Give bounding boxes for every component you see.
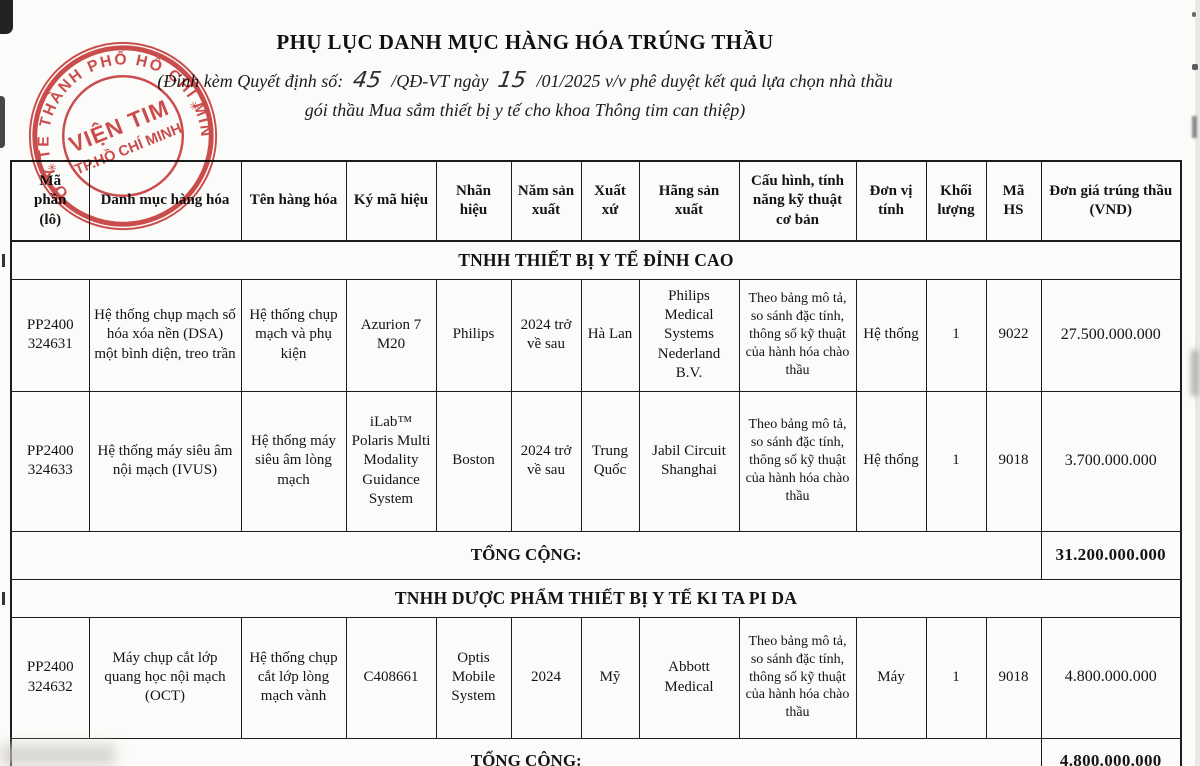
column-header-unit: Đơn vị tính (855, 160, 927, 242)
total-value: 31.200.000.000 (1040, 530, 1182, 580)
table-row: PP2400 324631 Hệ thống chụp mạch số hóa … (10, 278, 1182, 392)
cell-quantity: 1 (925, 616, 987, 739)
document-header: PHỤ LỤC DANH MỤC HÀNG HÓA TRÚNG THẦU (Đí… (0, 30, 1050, 121)
cell-lot-code: PP2400 324631 (10, 278, 90, 392)
cell-origin: Hà Lan (580, 278, 640, 392)
cell-category: Máy chụp cắt lớp quang học nội mạch (OCT… (88, 616, 242, 739)
cell-category: Hệ thống máy siêu âm nội mạch (IVUS) (88, 390, 242, 532)
cell-brand: Boston (435, 390, 512, 532)
column-header-hs-code: Mã HS (985, 160, 1042, 242)
cell-model: Azurion 7 M20 (345, 278, 437, 392)
column-header-brand: Nhãn hiệu (435, 160, 512, 242)
package-line: gói thầu Mua sắm thiết bị y tế cho khoa … (304, 100, 746, 120)
column-header-manufacturer: Hãng sản xuất (638, 160, 740, 242)
scan-artifact (2, 592, 5, 605)
cell-year: 2024 trở về sau (510, 278, 582, 392)
cell-manufacturer: Philips Medical Systems Nederland B.V. (638, 278, 740, 392)
column-header-lot-code: Mã phần (lô) (10, 160, 90, 242)
decision-number-handwritten: 45 (351, 68, 384, 93)
company-section-title: TNHH DƯỢC PHẨM THIẾT BỊ Y TẾ KI TA PI DA (10, 578, 1182, 618)
cell-lot-code: PP2400 324632 (10, 616, 90, 739)
scan-artifact (1192, 116, 1197, 138)
cell-manufacturer: Abbott Medical (638, 616, 740, 739)
column-header-configuration: Cấu hình, tính năng kỹ thuật cơ bản (738, 160, 857, 242)
scan-artifact (1192, 12, 1196, 17)
section-total-row: TỔNG CỘNG: 31.200.000.000 (10, 530, 1182, 580)
cell-hs-code: 9018 (985, 616, 1042, 739)
scan-artifact (1192, 64, 1198, 70)
cell-unit-price: 4.800.000.000 (1040, 616, 1182, 739)
column-header-origin: Xuất xứ (580, 160, 640, 242)
company-section-title: TNHH THIẾT BỊ Y TẾ ĐỈNH CAO (10, 240, 1182, 280)
cell-configuration: Theo bảng mô tả, so sánh đặc tính, thông… (738, 278, 857, 392)
column-header-year: Năm sản xuất (510, 160, 582, 242)
awarded-goods-table: Mã phần (lô) Danh mục hàng hóa Tên hàng … (10, 160, 1182, 766)
cell-origin: Mỹ (580, 616, 640, 739)
page-title: PHỤ LỤC DANH MỤC HÀNG HÓA TRÚNG THẦU (276, 30, 774, 54)
column-header-model: Ký mã hiệu (345, 160, 437, 242)
cell-year: 2024 (510, 616, 582, 739)
cell-quantity: 1 (925, 278, 987, 392)
total-value: 4.800.000.000 (1040, 737, 1182, 766)
decision-prefix: (Đính kèm Quyết định số: (157, 71, 344, 91)
cell-hs-code: 9022 (985, 278, 1042, 392)
total-label: TỔNG CỘNG: (10, 737, 1042, 766)
scan-artifact (0, 0, 13, 34)
decision-line: (Đính kèm Quyết định số: 45/QĐ-VT ngày 15 /… (0, 68, 1050, 93)
day-number-handwritten: 15 (496, 68, 529, 93)
cell-unit: Hệ thống (855, 278, 927, 392)
scan-artifact (1195, 0, 1200, 766)
total-label: TỔNG CỘNG: (10, 530, 1042, 580)
column-header-goods-name: Tên hàng hóa (240, 160, 347, 242)
table-row: PP2400 324632 Máy chụp cắt lớp quang học… (10, 616, 1182, 739)
cell-hs-code: 9018 (985, 390, 1042, 532)
company-section-row: TNHH THIẾT BỊ Y TẾ ĐỈNH CAO (10, 240, 1182, 280)
cell-origin: Trung Quốc (580, 390, 640, 532)
cell-model: iLab™ Polaris Multi Modality Guidance Sy… (345, 390, 437, 532)
section-total-row: TỔNG CỘNG: 4.800.000.000 (10, 737, 1182, 766)
table-header-row: Mã phần (lô) Danh mục hàng hóa Tên hàng … (10, 160, 1182, 242)
decision-suffix: /01/2025 v/v phê duyệt kết quả lựa chọn … (536, 71, 893, 91)
column-header-quantity: Khối lượng (925, 160, 987, 242)
cell-unit-price: 3.700.000.000 (1040, 390, 1182, 532)
cell-unit-price: 27.500.000.000 (1040, 278, 1182, 392)
cell-configuration: Theo bảng mô tả, so sánh đặc tính, thông… (738, 390, 857, 532)
cell-quantity: 1 (925, 390, 987, 532)
cell-goods-name: Hệ thống máy siêu âm lòng mạch (240, 390, 347, 532)
cell-goods-name: Hệ thống chụp mạch và phụ kiện (240, 278, 347, 392)
company-section-row: TNHH DƯỢC PHẨM THIẾT BỊ Y TẾ KI TA PI DA (10, 578, 1182, 618)
table-row: PP2400 324633 Hệ thống máy siêu âm nội m… (10, 390, 1182, 532)
decision-middle: /QĐ-VT ngày (391, 71, 489, 91)
cell-year: 2024 trở về sau (510, 390, 582, 532)
cell-unit: Hệ thống (855, 390, 927, 532)
cell-manufacturer: Jabil Circuit Shanghai (638, 390, 740, 532)
scan-artifact (1191, 350, 1199, 396)
cell-brand: Philips (435, 278, 512, 392)
cell-model: C408661 (345, 616, 437, 739)
cell-goods-name: Hệ thống chụp cắt lớp lòng mạch vành (240, 616, 347, 739)
scan-artifact (2, 254, 5, 267)
cell-unit: Máy (855, 616, 927, 739)
cell-category: Hệ thống chụp mạch số hóa xóa nền (DSA) … (88, 278, 242, 392)
cell-brand: Optis Mobile System (435, 616, 512, 739)
cell-lot-code: PP2400 324633 (10, 390, 90, 532)
cell-configuration: Theo bảng mô tả, so sánh đặc tính, thông… (738, 616, 857, 739)
column-header-category: Danh mục hàng hóa (88, 160, 242, 242)
column-header-unit-price: Đơn giá trúng thầu (VND) (1040, 160, 1182, 242)
